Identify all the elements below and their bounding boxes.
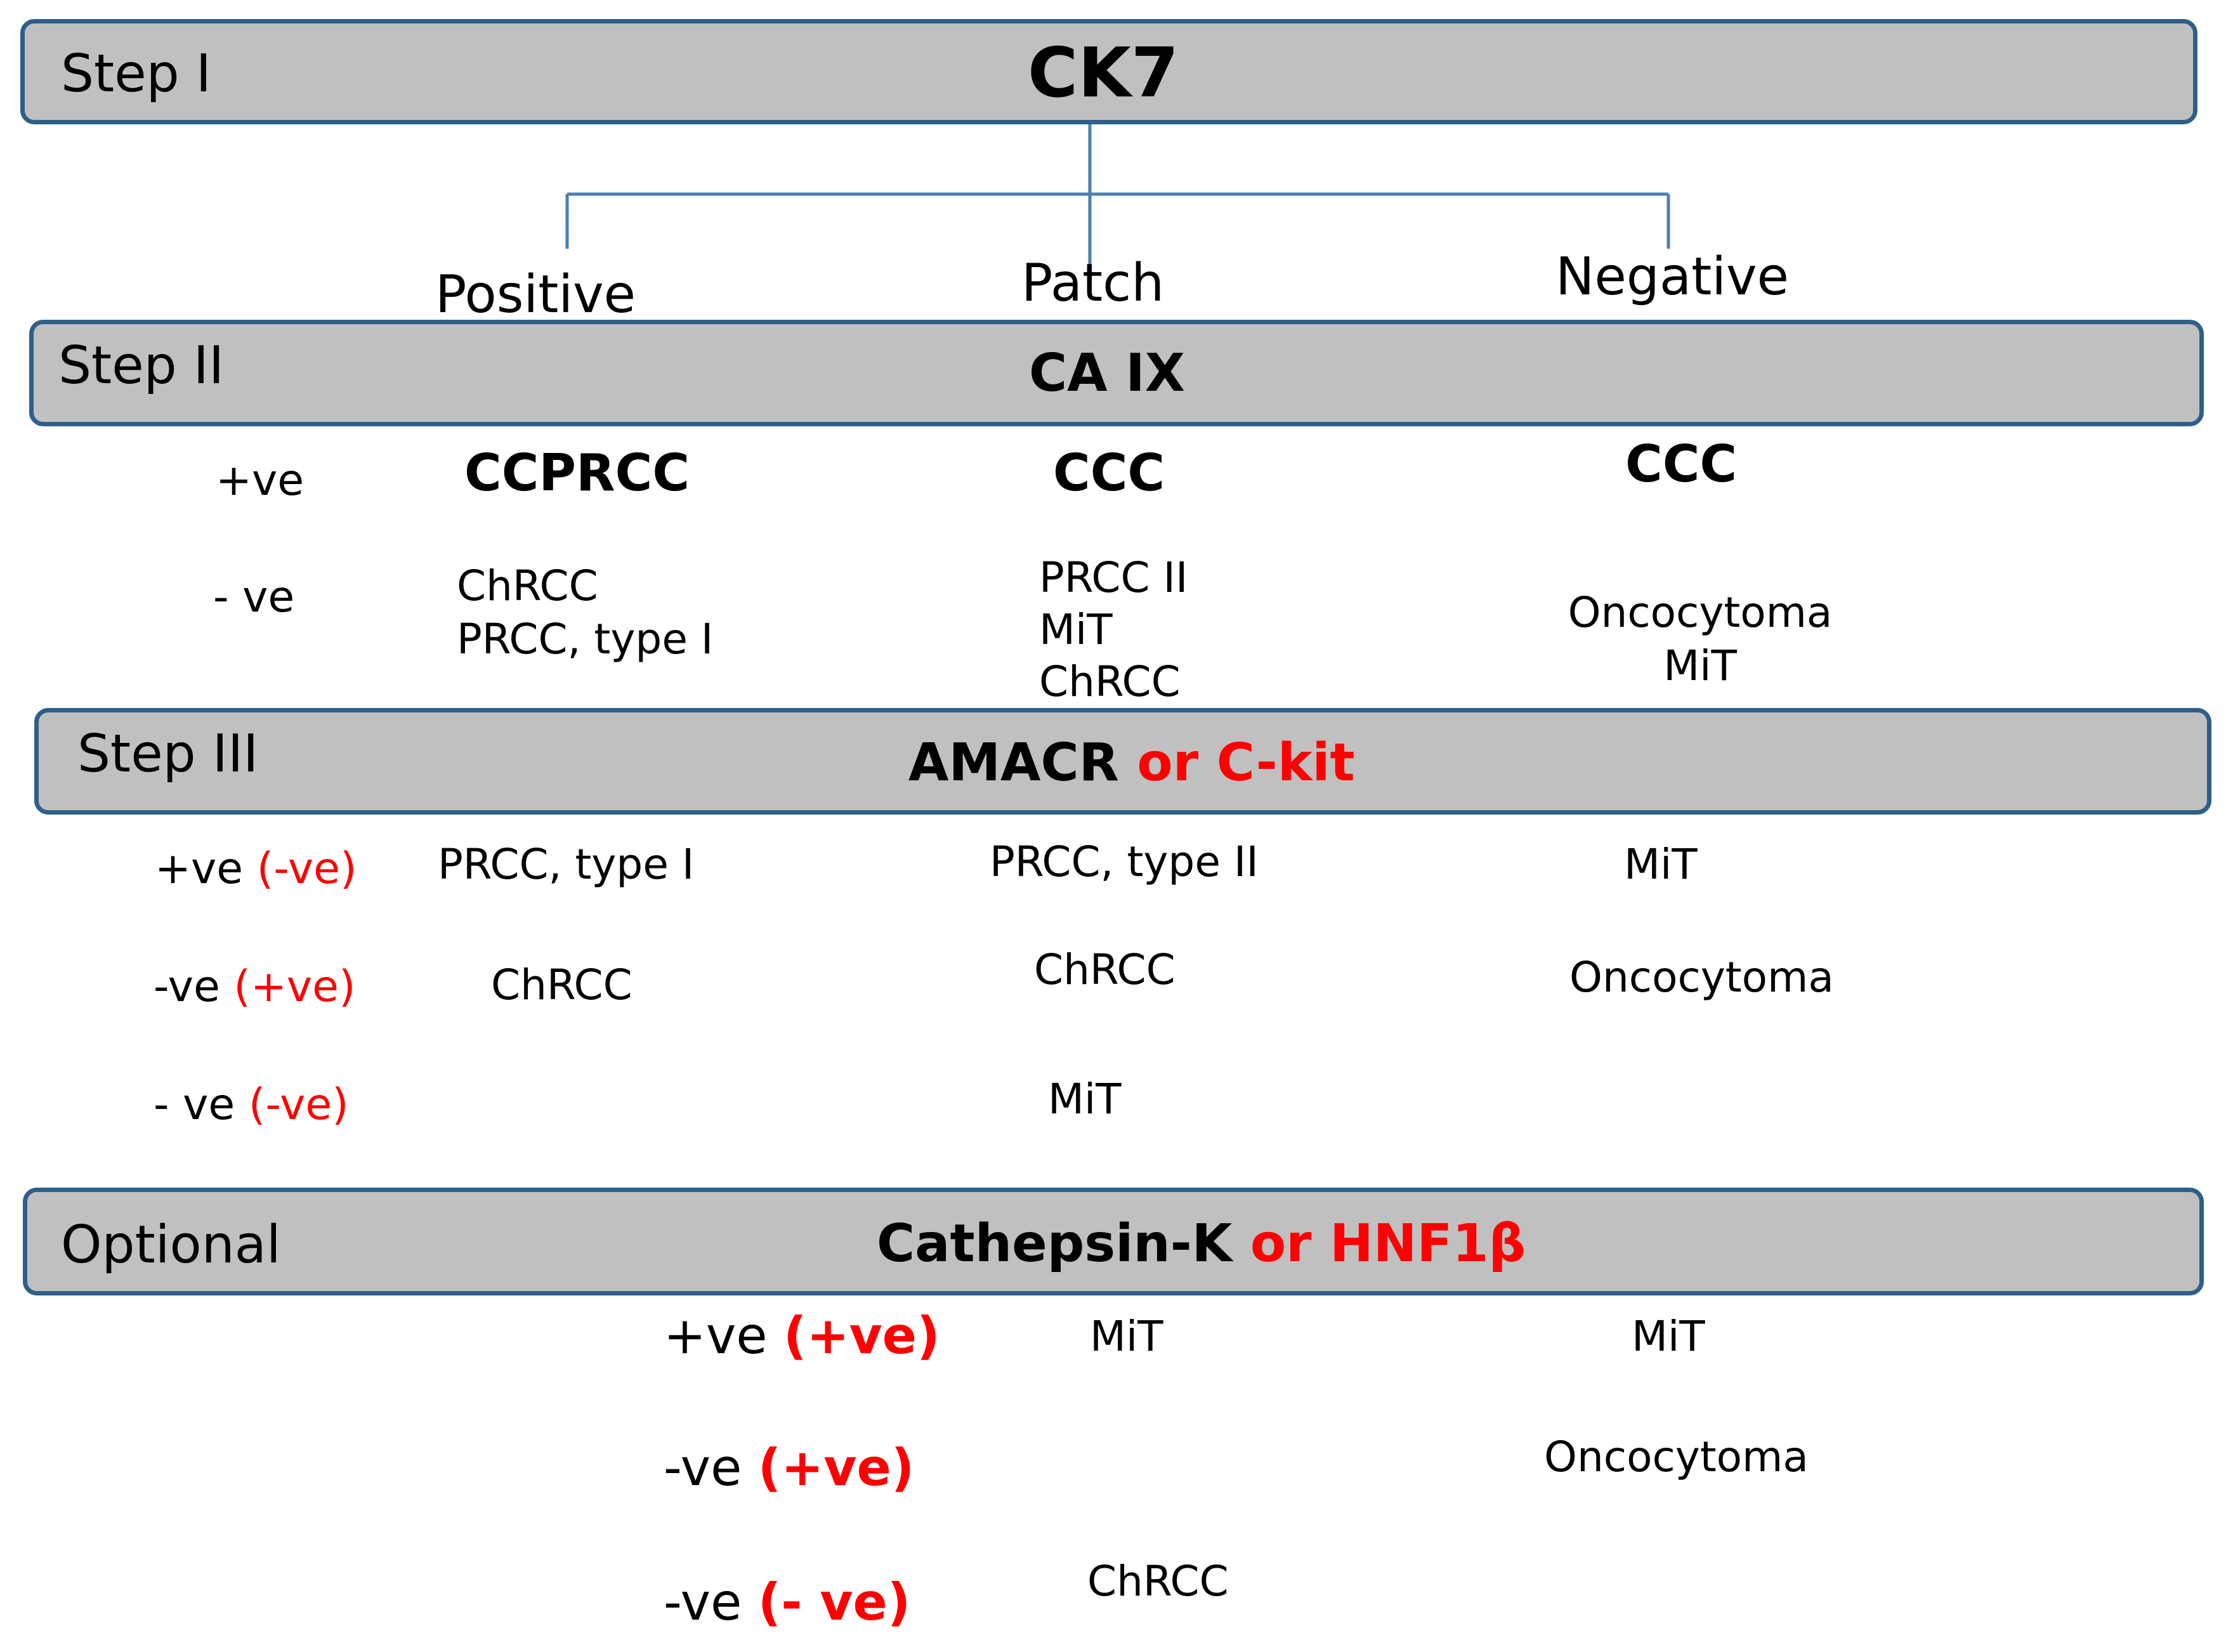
step3-row-label: - ve (-ve) <box>154 1080 349 1130</box>
step3-marker: AMACR or C-kit <box>908 737 1355 789</box>
optional-row-label: -ve (+ve) <box>664 1438 915 1497</box>
step3-bar <box>34 708 2211 815</box>
optional-r1-patch: MiT <box>1090 1312 1163 1361</box>
step2-bar <box>29 320 2204 426</box>
step2-negative-neg-item: Oncocytoma <box>1568 588 1833 637</box>
step3-r1-positive: PRCC, type I <box>438 840 695 889</box>
step2-label: Step II <box>58 336 225 396</box>
step2-negative-neg-item: MiT <box>1663 641 1737 690</box>
optional-row-label: -ve (- ve) <box>664 1573 911 1632</box>
step1-label: Step I <box>61 44 211 104</box>
step2-negative-neg-list: Oncocytoma MiT <box>1561 586 1840 693</box>
step3-r3-patch: MiT <box>1048 1075 1122 1124</box>
step2-positive-neg-list: ChRCC PRCC, type I <box>457 560 713 666</box>
step3-r2-patch: ChRCC <box>1034 945 1175 994</box>
step3-marker-alt: or C-kit <box>1137 733 1355 793</box>
step3-r1-negative: MiT <box>1624 840 1698 889</box>
optional-r2-negative: Oncocytoma <box>1544 1432 1809 1481</box>
optional-row-label: +ve (+ve) <box>664 1306 940 1365</box>
optional-marker-main: Cathepsin-K <box>877 1214 1233 1274</box>
step3-row-label: -ve (+ve) <box>154 962 356 1012</box>
step2-patch-neg-list: PRCC II MiT ChRCC <box>1039 552 1188 708</box>
step1-bar <box>20 19 2197 124</box>
step2-patch-neg-item: ChRCC <box>1039 657 1181 706</box>
optional-bar <box>23 1188 2204 1295</box>
step3-marker-main: AMACR <box>908 733 1119 793</box>
step2-patch-neg-item: PRCC II <box>1039 553 1188 602</box>
branch-positive: Positive <box>435 265 636 325</box>
step2-patch-neg-item: MiT <box>1039 605 1113 654</box>
step2-marker: CA IX <box>1029 343 1185 403</box>
branch-patch: Patch <box>1021 253 1165 313</box>
step2-patch-pos: CCC <box>1053 443 1165 502</box>
step3-r2-positive: ChRCC <box>491 960 632 1009</box>
step2-positive-neg-item: ChRCC <box>457 561 598 610</box>
step1-marker: CK7 <box>1028 34 1179 113</box>
step3-row-label: +ve (-ve) <box>155 844 357 894</box>
optional-r3-patch: ChRCC <box>1087 1557 1229 1606</box>
step2-positive-neg-item: PRCC, type I <box>457 615 714 664</box>
step3-r2-negative: Oncocytoma <box>1569 953 1834 1002</box>
step3-label: Step III <box>77 724 259 784</box>
step2-pos-label: +ve <box>216 456 304 506</box>
branch-negative: Negative <box>1555 247 1789 307</box>
step2-positive-pos: CCPRCC <box>464 443 690 502</box>
step3-r1-patch: PRCC, type II <box>990 837 1259 886</box>
step2-negative-pos: CCC <box>1625 435 1738 494</box>
optional-label: Optional <box>61 1215 281 1275</box>
optional-marker: Cathepsin-K or HNF1β <box>877 1218 1526 1270</box>
optional-r1-negative: MiT <box>1632 1312 1705 1361</box>
optional-marker-alt: or HNF1β <box>1250 1214 1526 1274</box>
step2-neg-label: - ve <box>213 572 295 622</box>
